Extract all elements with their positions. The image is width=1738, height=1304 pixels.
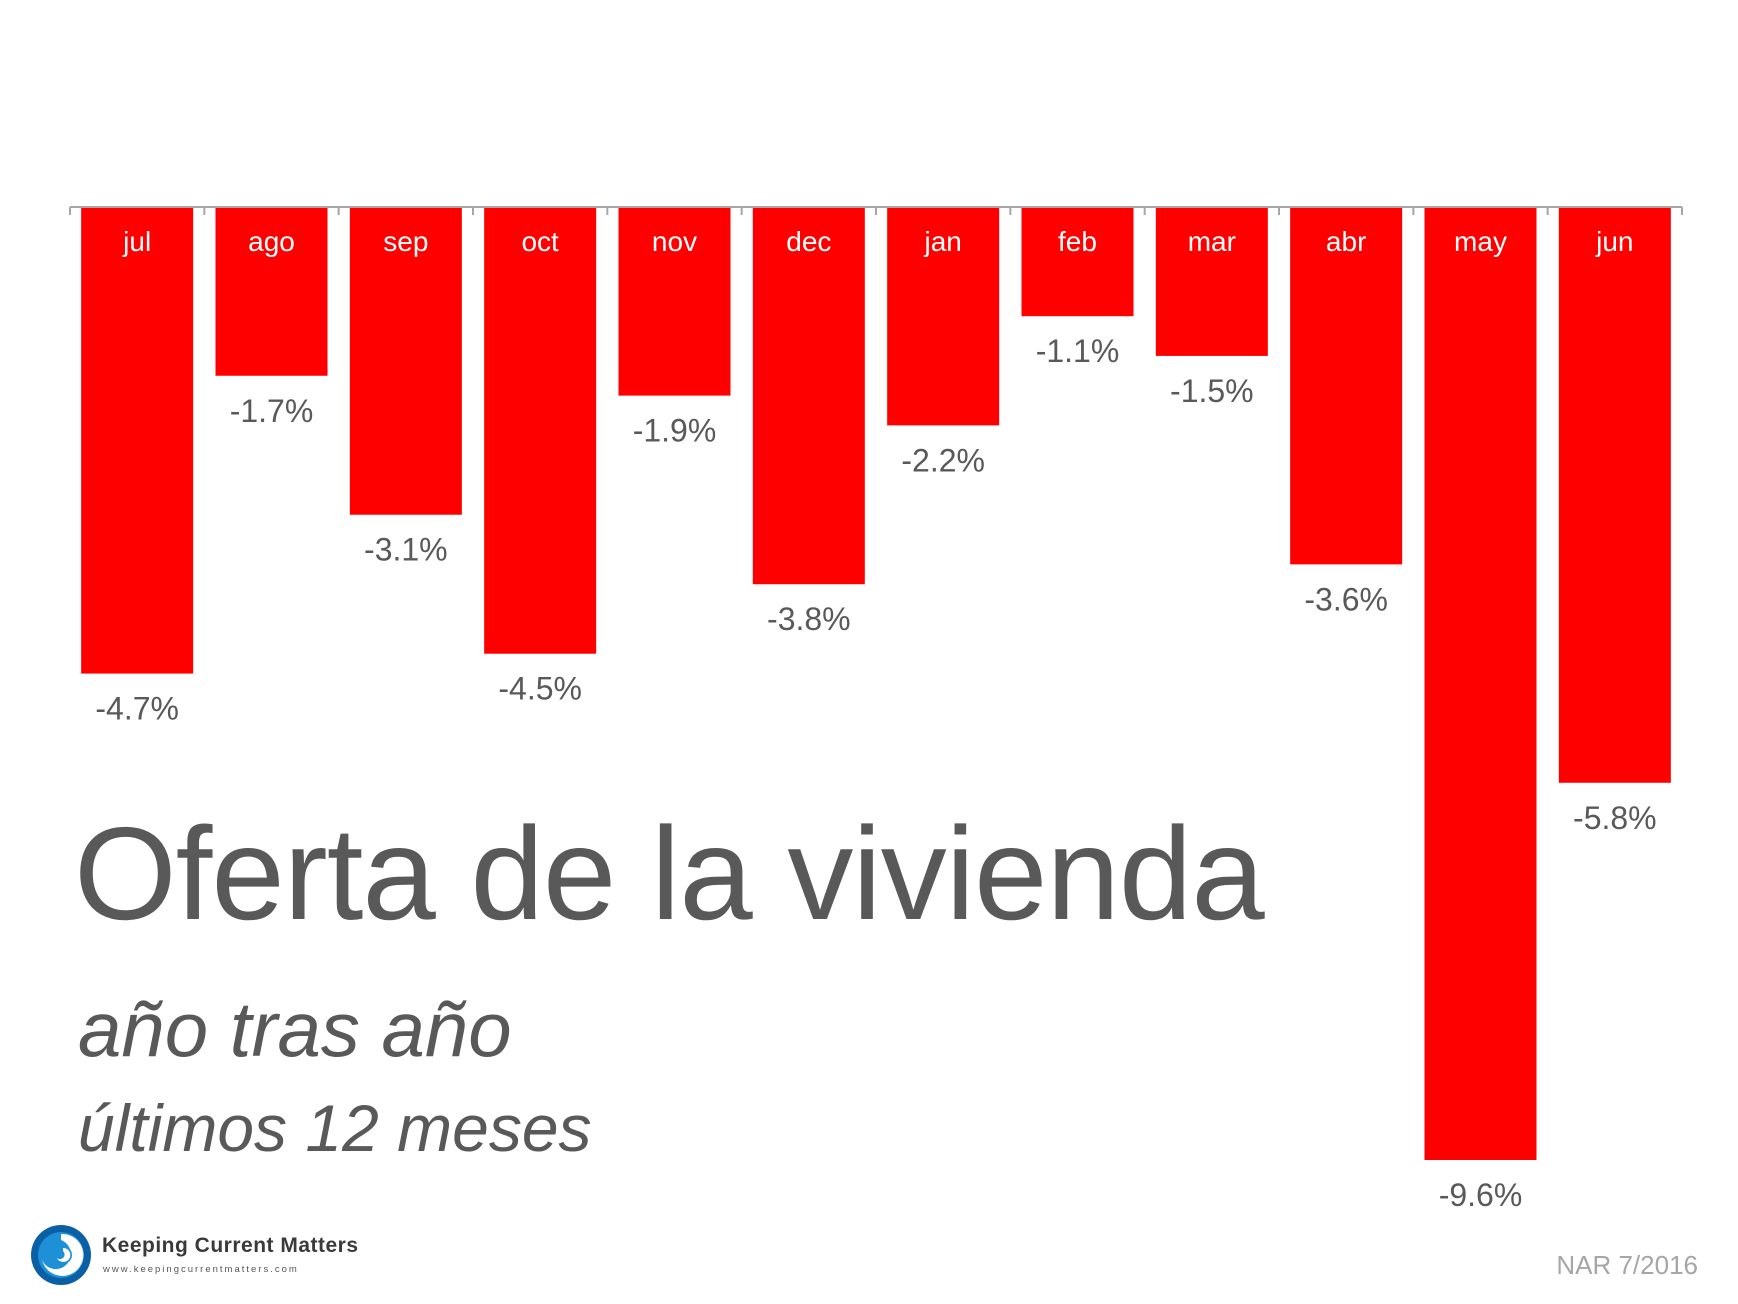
swirl-logo-icon bbox=[31, 1225, 91, 1285]
company-logo: Keeping Current Matters www.keepingcurre… bbox=[30, 1224, 360, 1290]
value-label-mar: -1.5% bbox=[1170, 373, 1254, 409]
value-label-jan: -2.2% bbox=[901, 442, 985, 478]
category-label-jul: jul bbox=[122, 226, 151, 257]
source-note: NAR 7/2016 bbox=[1556, 1250, 1698, 1280]
category-label-sep: sep bbox=[383, 226, 428, 257]
bar-abr bbox=[1290, 207, 1403, 565]
value-label-oct: -4.5% bbox=[498, 671, 582, 707]
category-label-jan: jan bbox=[923, 226, 961, 257]
value-label-feb: -1.1% bbox=[1036, 333, 1120, 369]
category-label-mar: mar bbox=[1188, 226, 1236, 257]
bar-feb bbox=[1021, 207, 1134, 317]
category-label-ago: ago bbox=[248, 226, 295, 257]
value-label-may: -9.6% bbox=[1439, 1177, 1523, 1213]
value-label-dec: -3.8% bbox=[767, 601, 851, 637]
value-label-jun: -5.8% bbox=[1573, 800, 1657, 836]
category-label-nov: nov bbox=[652, 226, 697, 257]
bar-ago bbox=[215, 207, 328, 376]
bar-oct bbox=[484, 207, 597, 654]
bar-dec bbox=[752, 207, 865, 585]
bar-jul bbox=[81, 207, 194, 674]
category-label-abr: abr bbox=[1326, 226, 1366, 257]
value-label-ago: -1.7% bbox=[230, 393, 314, 429]
logo-name: Keeping Current Matters bbox=[102, 1234, 359, 1257]
category-label-dec: dec bbox=[786, 226, 831, 257]
chart-title: Oferta de la vivienda bbox=[74, 800, 1265, 947]
bar-jun bbox=[1558, 207, 1671, 783]
value-label-nov: -1.9% bbox=[633, 413, 717, 449]
category-label-may: may bbox=[1454, 226, 1507, 257]
logo-url: www.keepingcurrentmatters.com bbox=[103, 1264, 299, 1275]
value-label-sep: -3.1% bbox=[364, 532, 448, 568]
value-label-abr: -3.6% bbox=[1304, 581, 1388, 617]
value-label-jul: -4.7% bbox=[95, 691, 179, 727]
chart-subtitle-period: últimos 12 meses bbox=[78, 1091, 592, 1165]
chart-subtitle: año tras año bbox=[78, 985, 512, 1073]
bar-sep bbox=[349, 207, 462, 515]
bar-nov bbox=[618, 207, 731, 396]
bar-may bbox=[1424, 207, 1537, 1160]
bar-jan bbox=[887, 207, 1000, 426]
category-label-oct: oct bbox=[521, 226, 559, 257]
category-label-feb: feb bbox=[1058, 226, 1097, 257]
bar-mar bbox=[1155, 207, 1268, 356]
category-label-jun: jun bbox=[1595, 226, 1633, 257]
